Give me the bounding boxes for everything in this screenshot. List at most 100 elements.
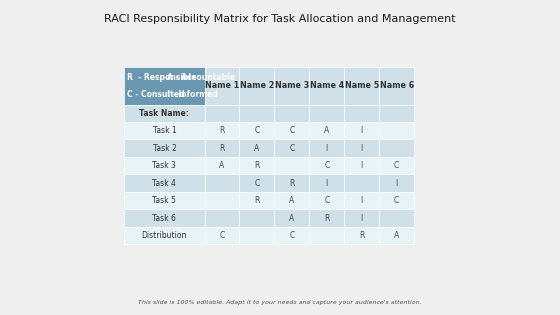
Text: A: A (220, 161, 225, 170)
Bar (204, 175, 240, 192)
Text: C: C (254, 179, 260, 188)
Bar (344, 67, 379, 105)
Text: Task 4: Task 4 (152, 179, 176, 188)
Bar (274, 105, 309, 122)
Bar (344, 122, 379, 140)
Bar (204, 122, 240, 140)
Bar (240, 105, 274, 122)
Text: R: R (324, 214, 329, 222)
Bar (379, 209, 414, 227)
Text: C: C (220, 231, 225, 240)
Text: R: R (359, 231, 365, 240)
Bar (379, 192, 414, 209)
Bar (309, 122, 344, 140)
Text: Task Name:: Task Name: (139, 109, 189, 118)
Text: Name 3: Name 3 (275, 81, 309, 90)
Bar (274, 209, 309, 227)
Bar (240, 192, 274, 209)
Text: Task 2: Task 2 (152, 144, 176, 153)
Text: R: R (289, 179, 295, 188)
Bar (309, 67, 344, 105)
Text: R: R (220, 144, 225, 153)
Bar (379, 157, 414, 175)
Text: R  - Responsible: R - Responsible (127, 72, 196, 82)
Bar (274, 175, 309, 192)
Bar (124, 122, 204, 140)
Bar (240, 140, 274, 157)
Bar (204, 140, 240, 157)
Bar (124, 157, 204, 175)
Text: Task 3: Task 3 (152, 161, 176, 170)
Text: C: C (290, 126, 295, 135)
Text: Distribution: Distribution (142, 231, 187, 240)
Bar (124, 209, 204, 227)
Bar (309, 140, 344, 157)
Text: I: I (326, 179, 328, 188)
Text: R: R (220, 126, 225, 135)
Bar (309, 105, 344, 122)
Text: A: A (254, 144, 260, 153)
Bar (379, 122, 414, 140)
Bar (274, 227, 309, 244)
Bar (379, 140, 414, 157)
Text: Task 6: Task 6 (152, 214, 176, 222)
Bar (344, 140, 379, 157)
Text: I: I (361, 196, 363, 205)
Bar (309, 227, 344, 244)
Bar (204, 105, 240, 122)
Text: Name 2: Name 2 (240, 81, 274, 90)
Text: C: C (254, 126, 260, 135)
Text: I: I (395, 179, 398, 188)
Bar (309, 157, 344, 175)
Bar (240, 122, 274, 140)
Bar (124, 227, 204, 244)
Bar (379, 227, 414, 244)
Bar (124, 67, 204, 105)
Text: I: I (361, 214, 363, 222)
Text: Task 5: Task 5 (152, 196, 176, 205)
Bar (309, 192, 344, 209)
Text: I - Informed: I - Informed (167, 90, 218, 99)
Bar (204, 67, 240, 105)
Text: Name 4: Name 4 (310, 81, 344, 90)
Text: I: I (361, 161, 363, 170)
Text: C: C (324, 161, 329, 170)
Text: R: R (254, 196, 260, 205)
Text: I: I (326, 144, 328, 153)
Text: Name 1: Name 1 (205, 81, 239, 90)
Bar (204, 157, 240, 175)
Bar (204, 192, 240, 209)
Text: A: A (290, 214, 295, 222)
Bar (379, 105, 414, 122)
Bar (379, 175, 414, 192)
Bar (344, 105, 379, 122)
Bar (379, 67, 414, 105)
Text: C: C (394, 196, 399, 205)
Bar (309, 209, 344, 227)
Bar (240, 209, 274, 227)
Bar (240, 157, 274, 175)
Bar (124, 175, 204, 192)
Text: A: A (394, 231, 399, 240)
Bar (124, 105, 204, 122)
Text: A: A (324, 126, 329, 135)
Text: C: C (290, 144, 295, 153)
Bar (204, 209, 240, 227)
Text: A: A (290, 196, 295, 205)
Bar (124, 140, 204, 157)
Text: Name 5: Name 5 (344, 81, 379, 90)
Bar (274, 192, 309, 209)
Text: R: R (254, 161, 260, 170)
Text: This slide is 100% editable. Adapt it to your needs and capture your audience's : This slide is 100% editable. Adapt it to… (138, 300, 422, 305)
Text: Name 6: Name 6 (380, 81, 414, 90)
Bar (240, 175, 274, 192)
Text: C - Consulted: C - Consulted (127, 90, 184, 99)
Text: C: C (290, 231, 295, 240)
Bar (124, 192, 204, 209)
Bar (344, 209, 379, 227)
Text: C: C (394, 161, 399, 170)
Bar (274, 122, 309, 140)
Bar (344, 175, 379, 192)
Text: C: C (324, 196, 329, 205)
Bar (240, 67, 274, 105)
